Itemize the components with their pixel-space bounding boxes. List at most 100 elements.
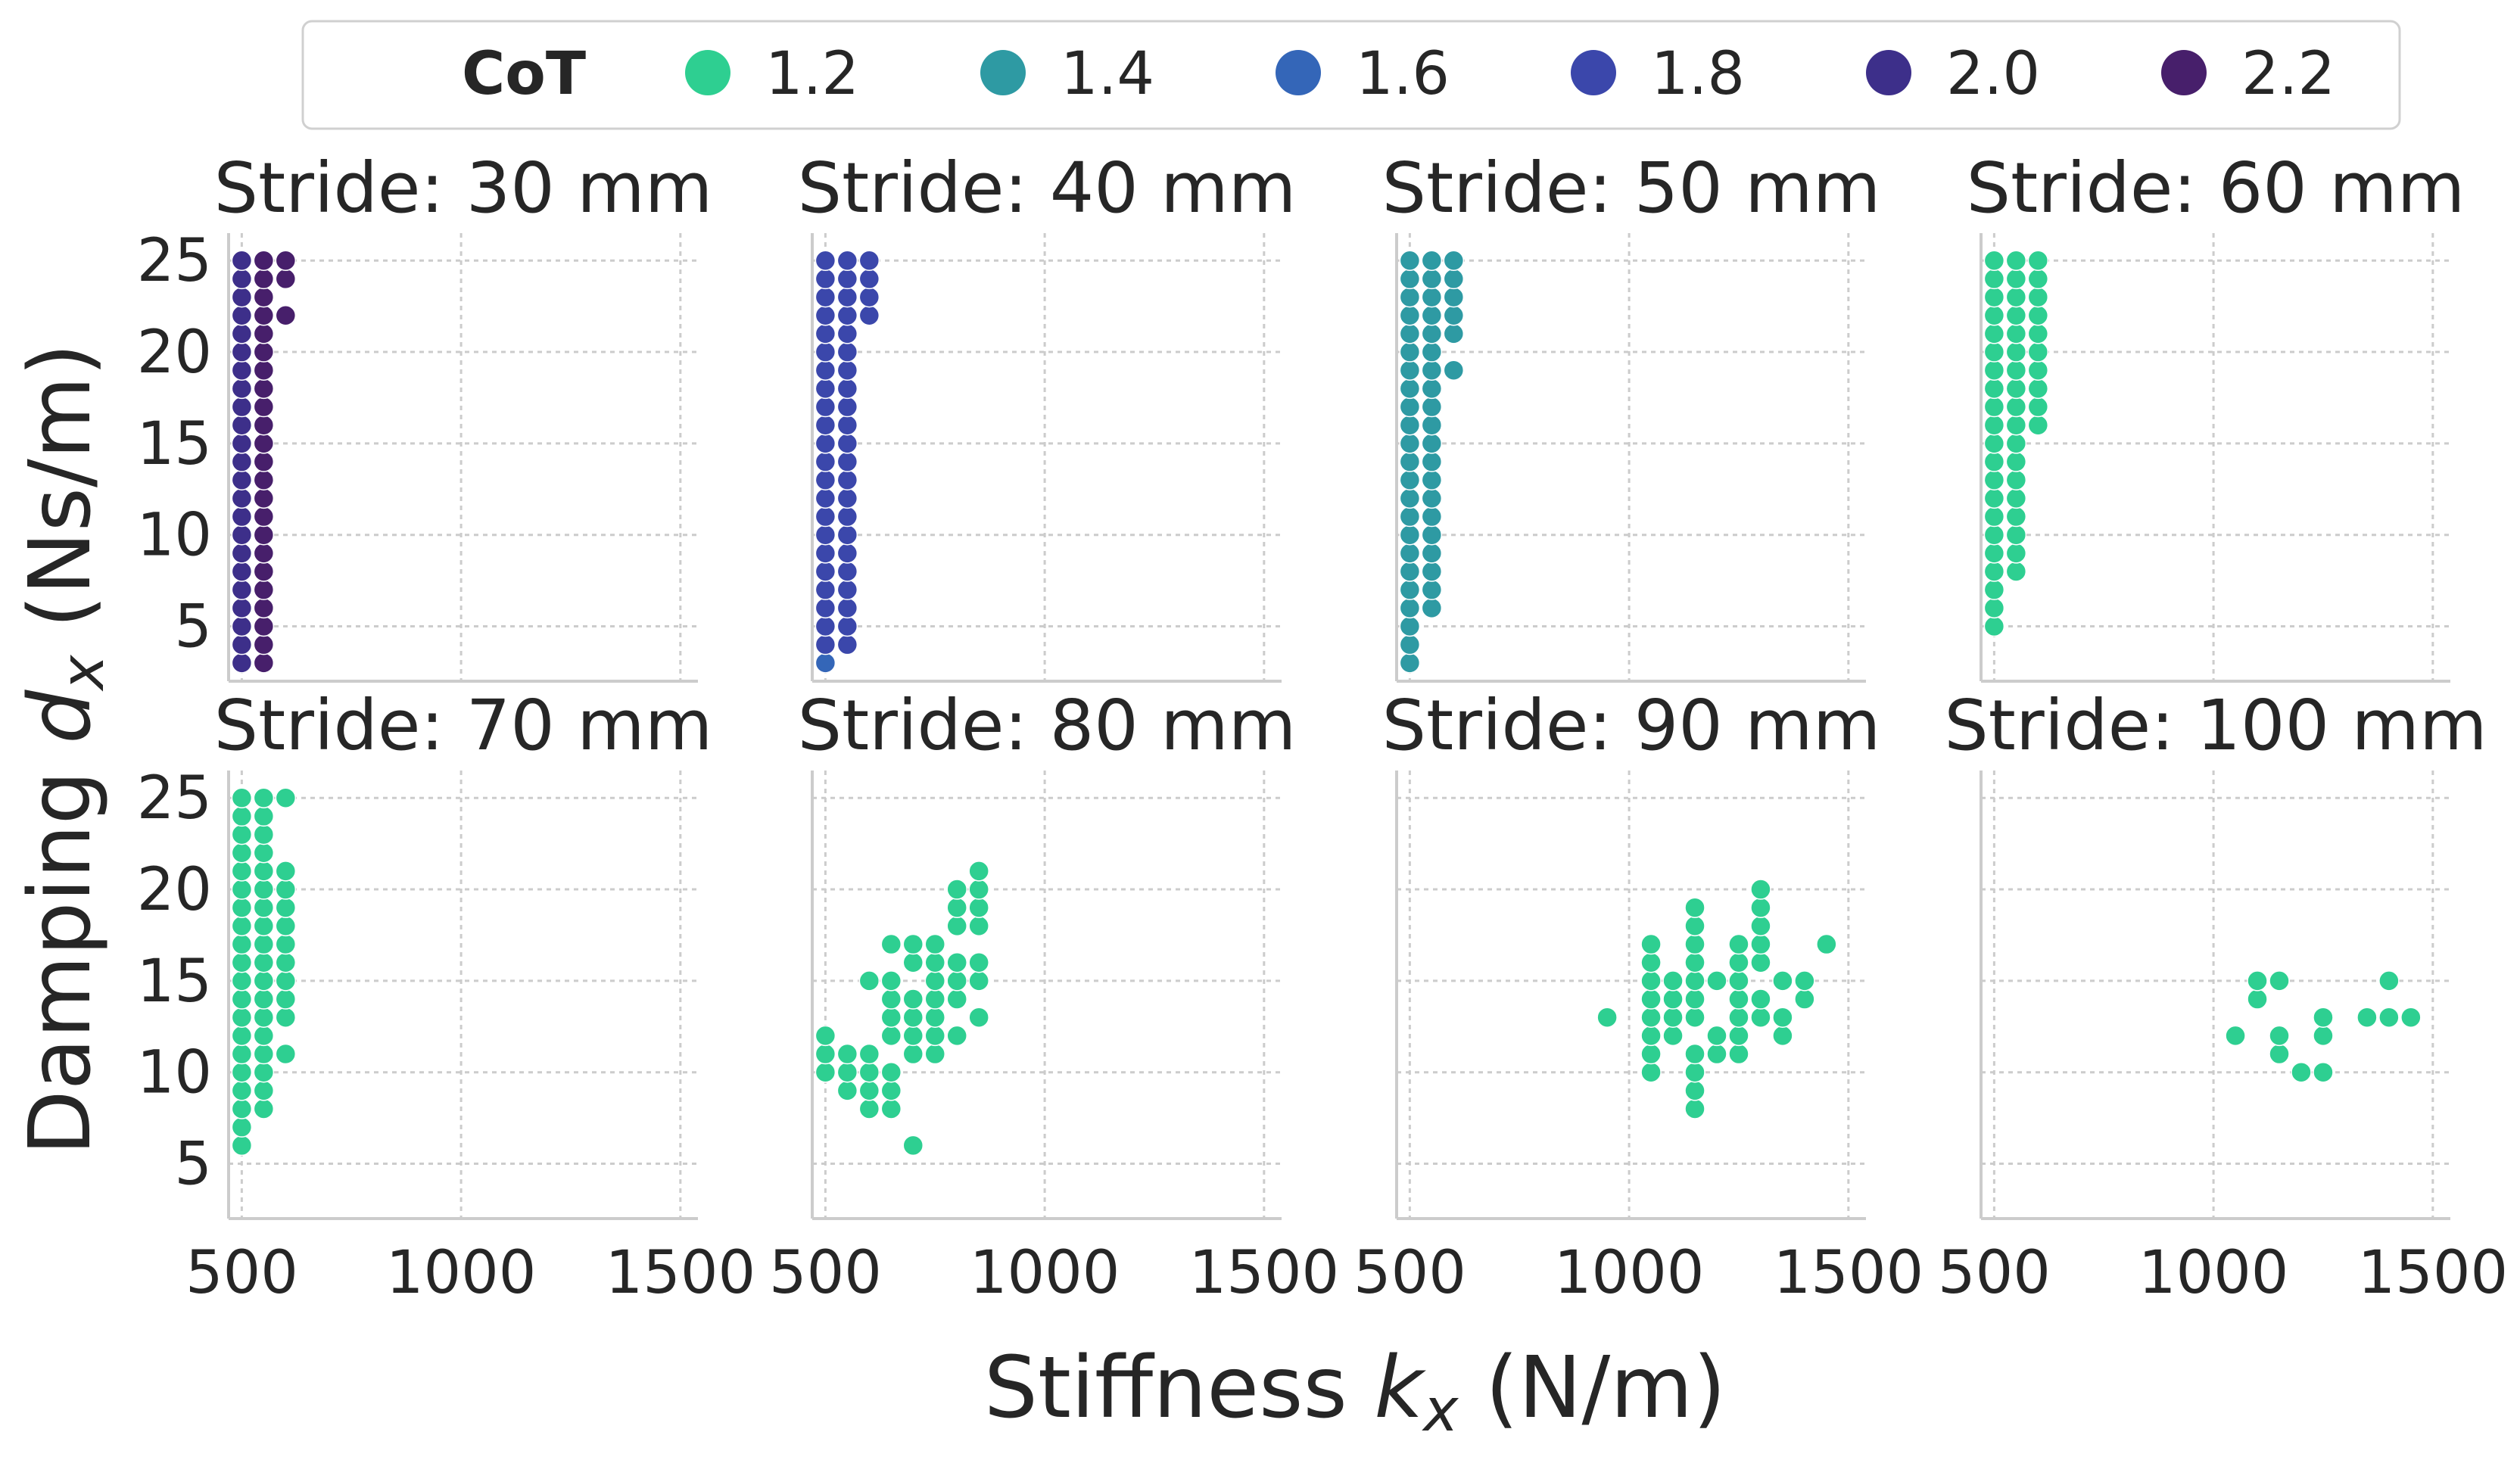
data-point bbox=[1421, 414, 1443, 436]
data-point bbox=[1640, 1007, 1662, 1028]
data-point bbox=[858, 1043, 880, 1065]
data-point bbox=[1750, 988, 1771, 1010]
data-point bbox=[231, 823, 253, 845]
data-point bbox=[836, 524, 858, 546]
x-tick-label: 500 bbox=[769, 1239, 882, 1307]
data-point bbox=[815, 634, 836, 655]
data-point bbox=[1399, 360, 1421, 381]
data-point bbox=[880, 1061, 902, 1083]
data-point bbox=[2225, 1025, 2246, 1047]
data-point bbox=[275, 897, 297, 918]
data-point bbox=[253, 506, 275, 528]
data-point bbox=[253, 469, 275, 490]
data-point bbox=[1983, 341, 2005, 363]
data-point bbox=[1662, 988, 1684, 1010]
data-point bbox=[253, 805, 275, 827]
data-point bbox=[836, 634, 858, 655]
data-point bbox=[253, 823, 275, 845]
data-point bbox=[1750, 897, 1771, 918]
data-point bbox=[253, 861, 275, 882]
data-point bbox=[231, 341, 253, 363]
data-point bbox=[253, 579, 275, 600]
data-point bbox=[815, 304, 836, 326]
panel-title: Stride: 70 mm bbox=[214, 685, 713, 766]
data-point bbox=[880, 1025, 902, 1047]
y-tick-label: 15 bbox=[137, 948, 212, 1016]
data-point bbox=[858, 250, 880, 271]
x-axis-label-unit: (N/m) bbox=[1485, 1339, 1726, 1437]
y-tick-label: 20 bbox=[137, 856, 212, 924]
data-point bbox=[231, 861, 253, 882]
data-point bbox=[1399, 433, 1421, 454]
data-point bbox=[1640, 933, 1662, 955]
data-point bbox=[1662, 1025, 1684, 1047]
data-point bbox=[231, 970, 253, 992]
data-point bbox=[815, 561, 836, 582]
data-point bbox=[1706, 970, 1727, 992]
data-point bbox=[253, 1080, 275, 1101]
data-point bbox=[1684, 915, 1705, 937]
data-point bbox=[924, 1025, 945, 1047]
data-point bbox=[1421, 524, 1443, 546]
data-point bbox=[815, 579, 836, 600]
data-point bbox=[253, 842, 275, 864]
data-point bbox=[253, 1098, 275, 1119]
data-point bbox=[946, 951, 967, 973]
y-tick-label: 20 bbox=[137, 319, 212, 387]
data-point bbox=[1983, 615, 2005, 637]
data-point bbox=[231, 561, 253, 582]
data-point bbox=[836, 451, 858, 472]
panel-title: Stride: 60 mm bbox=[1967, 148, 2465, 229]
data-point bbox=[836, 323, 858, 344]
data-point bbox=[1399, 597, 1421, 619]
data-point bbox=[2005, 250, 2027, 271]
data-point bbox=[253, 615, 275, 637]
data-point bbox=[968, 897, 989, 918]
legend-label: 1.2 bbox=[765, 40, 859, 108]
data-point bbox=[231, 1135, 253, 1157]
legend-label: 2.2 bbox=[2241, 40, 2335, 108]
data-point bbox=[275, 951, 297, 973]
data-point bbox=[968, 1007, 989, 1028]
data-point bbox=[1684, 1043, 1705, 1065]
data-point bbox=[1640, 988, 1662, 1010]
data-point bbox=[231, 1116, 253, 1138]
data-point bbox=[1421, 250, 1443, 271]
data-point bbox=[275, 268, 297, 290]
data-point bbox=[1983, 451, 2005, 472]
data-point bbox=[231, 1007, 253, 1028]
x-axis-label-var: k bbox=[1374, 1339, 1426, 1437]
data-point bbox=[1399, 634, 1421, 655]
data-point bbox=[2005, 543, 2027, 564]
data-point bbox=[2027, 250, 2049, 271]
data-point bbox=[2269, 970, 2290, 992]
data-point bbox=[815, 451, 836, 472]
data-point bbox=[902, 1135, 924, 1157]
data-point bbox=[815, 1025, 836, 1047]
data-point bbox=[231, 787, 253, 808]
data-point bbox=[231, 487, 253, 509]
data-point bbox=[836, 396, 858, 418]
data-point bbox=[924, 988, 945, 1010]
data-point bbox=[1399, 579, 1421, 600]
data-point bbox=[902, 988, 924, 1010]
data-point bbox=[1728, 951, 1749, 973]
data-point bbox=[2005, 433, 2027, 454]
data-point bbox=[815, 597, 836, 619]
data-point bbox=[2027, 323, 2049, 344]
x-tick-label: 500 bbox=[1938, 1239, 2051, 1307]
data-point bbox=[836, 1061, 858, 1083]
x-tick-label: 1000 bbox=[970, 1239, 1120, 1307]
data-point bbox=[836, 506, 858, 528]
data-point bbox=[836, 360, 858, 381]
data-point bbox=[253, 341, 275, 363]
panel-5: Stride: 70 mm 5 10 15 20 25 500 1000 1500 bbox=[137, 685, 755, 1307]
data-point bbox=[2027, 268, 2049, 290]
x-tick-label: 1500 bbox=[1189, 1239, 1340, 1307]
data-point bbox=[2378, 970, 2400, 992]
legend-label: 1.4 bbox=[1061, 40, 1154, 108]
x-axis-label-sub: x bbox=[1421, 1377, 1459, 1445]
data-point bbox=[1421, 286, 1443, 308]
legend-label: 2.0 bbox=[1946, 40, 2040, 108]
data-point bbox=[836, 286, 858, 308]
